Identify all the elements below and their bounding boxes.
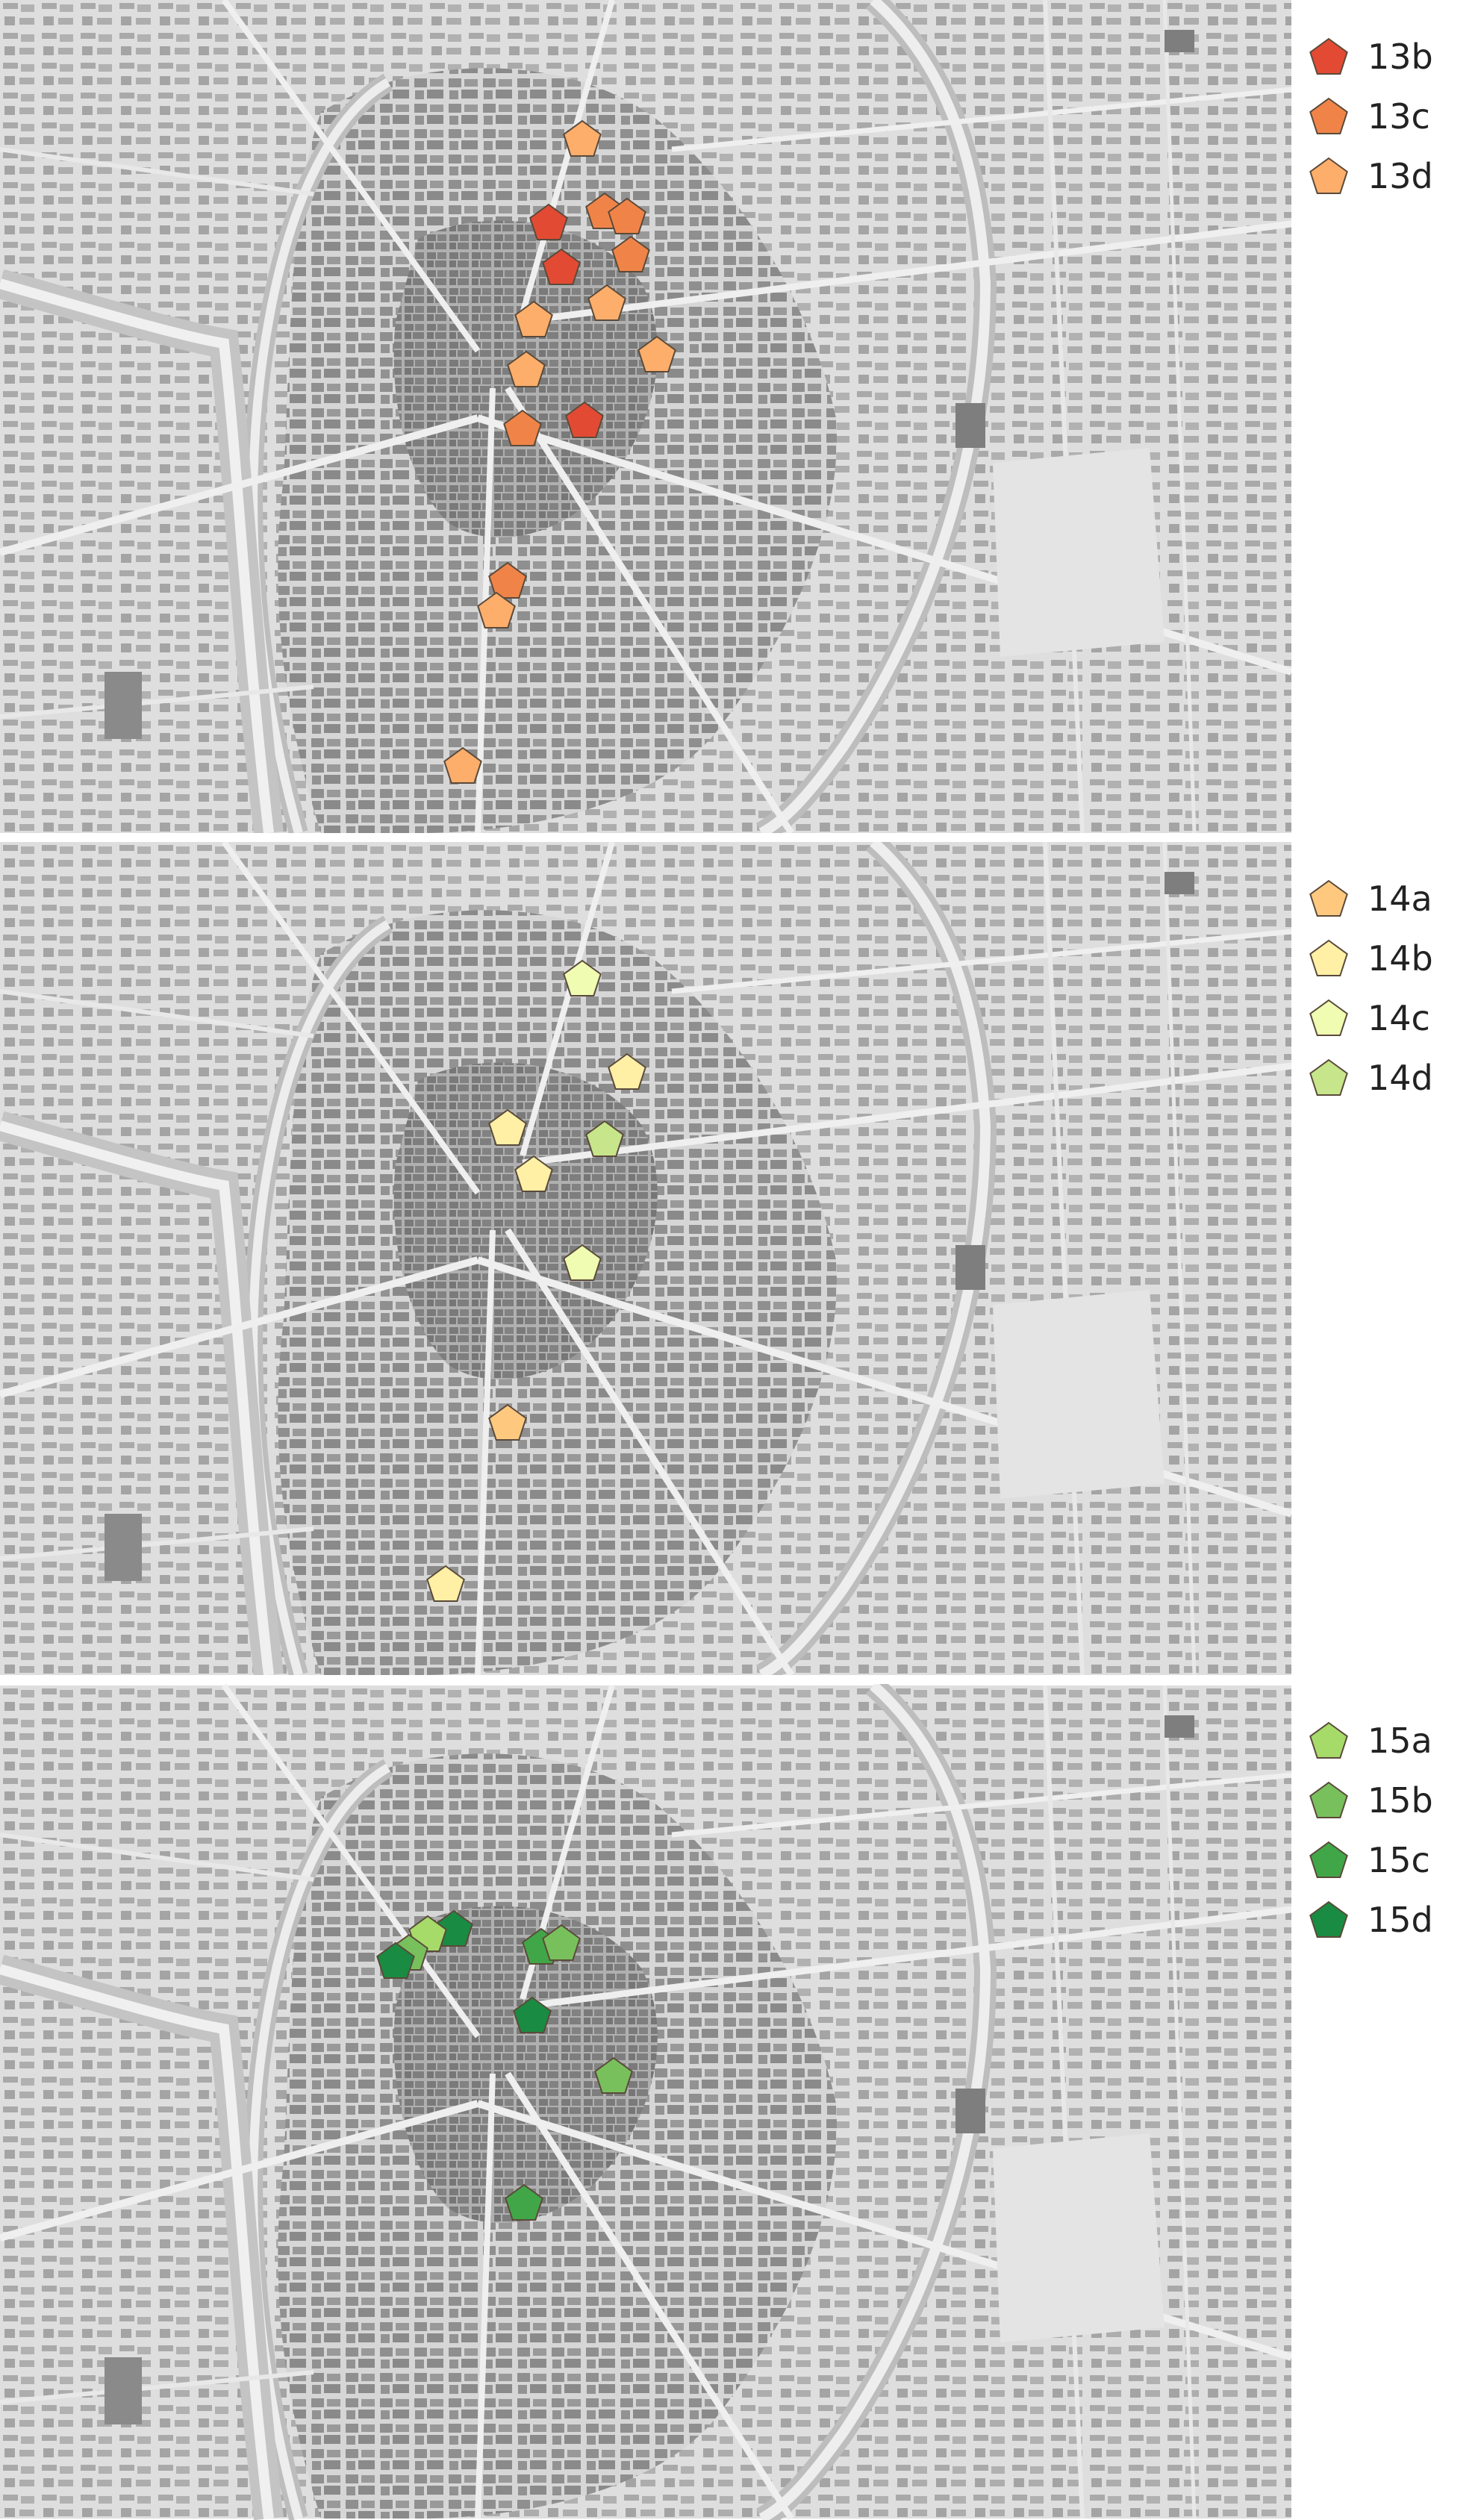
map-marker-14b[interactable] [608, 1052, 646, 1090]
base-map [0, 842, 1291, 1675]
map-marker-13d[interactable] [514, 300, 553, 337]
map-marker-13b[interactable] [529, 203, 568, 240]
map-panel-15: 15a 15b 15c 15d [0, 1684, 1481, 2520]
legend-label: 13b [1368, 37, 1433, 77]
legend-swatch [1309, 157, 1348, 194]
marker-layer [443, 119, 676, 784]
map-marker-14b[interactable] [514, 1155, 553, 1192]
legend-swatch [1309, 97, 1348, 134]
map-marker-15d[interactable] [434, 1909, 473, 1947]
pentagon-icon [1309, 999, 1348, 1036]
map-marker-13d[interactable] [563, 119, 602, 157]
legend: 15a 15b 15c 15d [1305, 1711, 1469, 1950]
legend-label: 15d [1368, 1900, 1433, 1940]
map-marker-15b[interactable] [542, 1924, 581, 1961]
legend-swatch [1309, 1900, 1348, 1938]
legend-swatch [1309, 1721, 1348, 1759]
legend-swatch [1309, 37, 1348, 75]
map-marker-14b[interactable] [426, 1565, 465, 1602]
map-marker-13c[interactable] [608, 197, 646, 234]
map-marker-15d[interactable] [513, 1996, 552, 2033]
base-map [0, 0, 1291, 833]
legend-label: 13c [1368, 96, 1430, 137]
pentagon-icon [1309, 1721, 1348, 1759]
legend-item: 13c [1305, 87, 1469, 146]
map-marker-13b[interactable] [542, 248, 581, 285]
legend-item: 14d [1305, 1048, 1469, 1108]
map-marker-13d[interactable] [477, 591, 516, 629]
map-marker-13c[interactable] [488, 561, 527, 599]
legend-swatch [1309, 879, 1348, 917]
map-marker-14c[interactable] [563, 1244, 602, 1281]
legend-swatch [1309, 1058, 1348, 1096]
map-marker-15d[interactable] [376, 1942, 415, 1979]
legend-item: 14b [1305, 929, 1469, 988]
legend-label: 15c [1368, 1840, 1430, 1880]
map-marker-15b[interactable] [594, 2056, 633, 2094]
pentagon-icon [1309, 1781, 1348, 1818]
map-marker-14a[interactable] [488, 1403, 527, 1441]
map-view[interactable] [0, 1684, 1291, 2520]
legend-item: 15d [1305, 1890, 1469, 1950]
map-marker-14b[interactable] [488, 1108, 527, 1146]
pentagon-icon [1309, 157, 1348, 194]
marker-layer [376, 1909, 633, 2221]
pentagon-icon [1309, 1900, 1348, 1938]
map-marker-13d[interactable] [507, 350, 546, 387]
legend-swatch [1309, 939, 1348, 976]
pentagon-icon [1309, 1841, 1348, 1878]
legend-item: 14a [1305, 869, 1469, 929]
legend-item: 13d [1305, 146, 1469, 206]
legend-label: 13d [1368, 156, 1433, 196]
legend-swatch [1309, 1841, 1348, 1878]
map-marker-13d[interactable] [637, 335, 676, 372]
map-canvas [0, 1684, 1291, 2520]
legend-swatch [1309, 999, 1348, 1036]
map-marker-15c[interactable] [505, 2183, 543, 2221]
legend-item: 15b [1305, 1771, 1469, 1830]
pentagon-icon [1309, 97, 1348, 134]
legend-label: 14d [1368, 1058, 1433, 1098]
legend-label: 14c [1368, 998, 1430, 1038]
pentagon-icon [1309, 939, 1348, 976]
legend-label: 14a [1368, 879, 1432, 919]
map-marker-14d[interactable] [585, 1120, 624, 1157]
legend-item: 15a [1305, 1711, 1469, 1771]
map-view[interactable] [0, 0, 1291, 833]
legend-label: 15b [1368, 1780, 1433, 1821]
base-map [0, 1685, 1291, 2519]
legend-item: 15c [1305, 1830, 1469, 1890]
marker-layer [426, 959, 646, 1602]
pentagon-icon [1309, 879, 1348, 917]
map-marker-13d[interactable] [443, 746, 482, 784]
legend-swatch [1309, 1781, 1348, 1818]
map-view[interactable] [0, 842, 1291, 1675]
legend-item: 13b [1305, 27, 1469, 87]
legend-label: 14b [1368, 938, 1433, 979]
pentagon-icon [1309, 1058, 1348, 1096]
legend-item: 14c [1305, 988, 1469, 1048]
map-canvas [0, 0, 1291, 833]
map-marker-14c[interactable] [563, 959, 602, 997]
legend: 13b 13c 13d [1305, 27, 1469, 206]
map-panel-13: 13b 13c 13d [0, 0, 1481, 833]
pentagon-icon [1309, 37, 1348, 75]
map-marker-13d[interactable] [587, 284, 626, 321]
map-marker-13c[interactable] [503, 409, 542, 446]
legend-label: 15a [1368, 1721, 1432, 1761]
map-panel-14: 14a 14b 14c 14d [0, 842, 1481, 1675]
legend: 14a 14b 14c 14d [1305, 869, 1469, 1108]
map-marker-13c[interactable] [611, 235, 650, 272]
map-marker-13b[interactable] [565, 401, 604, 438]
map-canvas [0, 842, 1291, 1675]
